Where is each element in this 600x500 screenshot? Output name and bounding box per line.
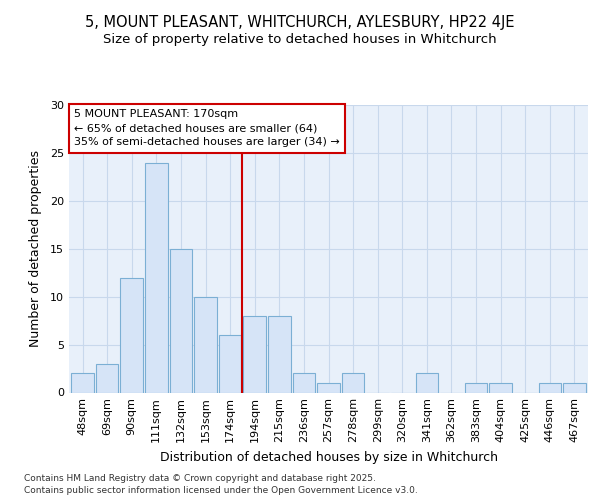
- Bar: [465, 383, 487, 392]
- Y-axis label: Number of detached properties: Number of detached properties: [29, 150, 41, 348]
- Bar: [244, 316, 266, 392]
- Bar: [539, 383, 561, 392]
- Bar: [563, 383, 586, 392]
- Text: 5 MOUNT PLEASANT: 170sqm
← 65% of detached houses are smaller (64)
35% of semi-d: 5 MOUNT PLEASANT: 170sqm ← 65% of detach…: [74, 110, 340, 148]
- X-axis label: Distribution of detached houses by size in Whitchurch: Distribution of detached houses by size …: [160, 451, 497, 464]
- Bar: [416, 374, 438, 392]
- Bar: [170, 249, 192, 392]
- Bar: [317, 383, 340, 392]
- Bar: [342, 374, 364, 392]
- Text: Size of property relative to detached houses in Whitchurch: Size of property relative to detached ho…: [103, 34, 497, 46]
- Bar: [96, 364, 118, 392]
- Bar: [219, 335, 241, 392]
- Bar: [145, 162, 167, 392]
- Bar: [121, 278, 143, 392]
- Bar: [194, 296, 217, 392]
- Text: Contains HM Land Registry data © Crown copyright and database right 2025.
Contai: Contains HM Land Registry data © Crown c…: [24, 474, 418, 495]
- Bar: [71, 374, 94, 392]
- Bar: [293, 374, 315, 392]
- Bar: [268, 316, 290, 392]
- Text: 5, MOUNT PLEASANT, WHITCHURCH, AYLESBURY, HP22 4JE: 5, MOUNT PLEASANT, WHITCHURCH, AYLESBURY…: [85, 15, 515, 30]
- Bar: [490, 383, 512, 392]
